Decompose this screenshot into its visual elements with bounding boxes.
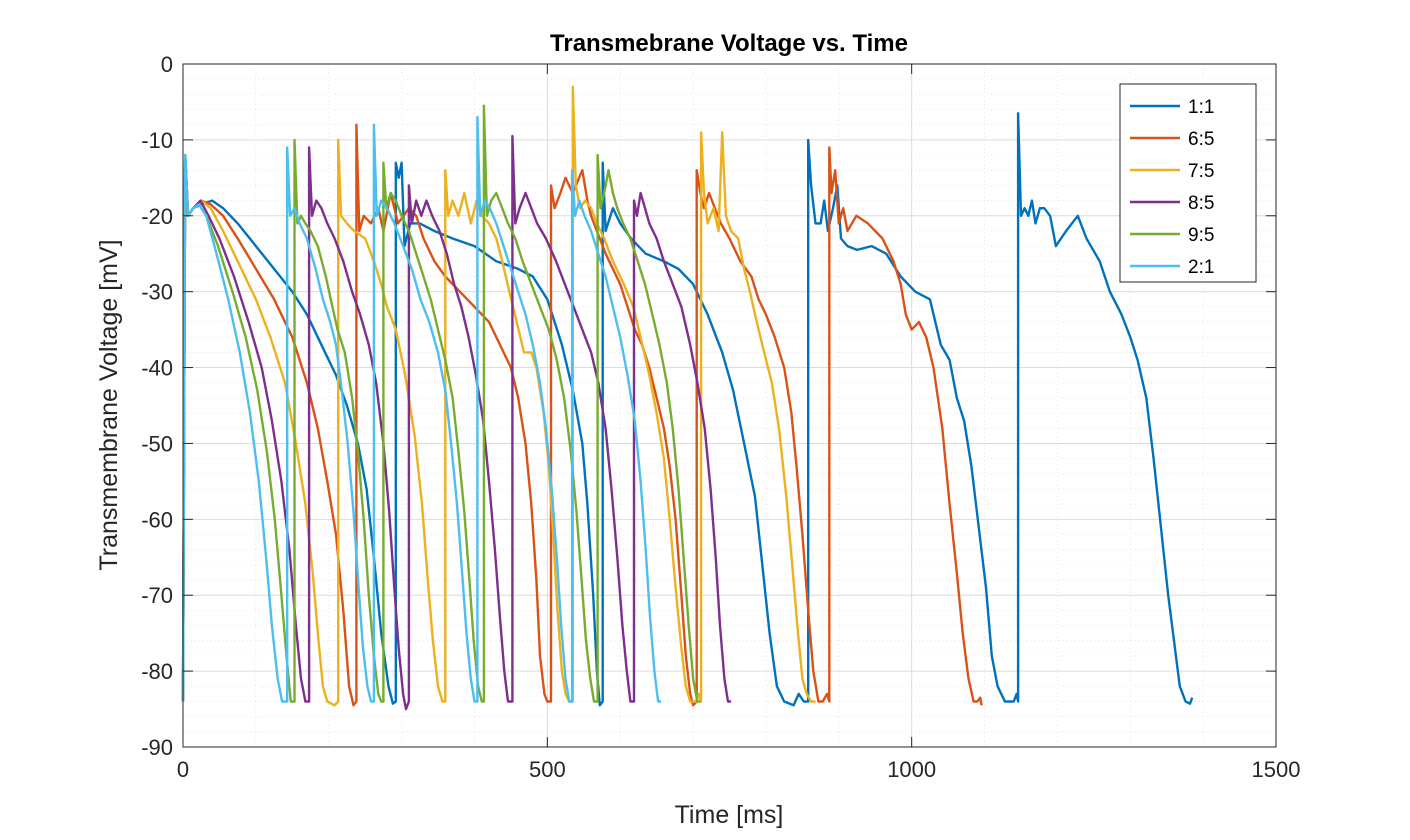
y-tick-label: -90 <box>141 735 173 760</box>
plot-area <box>183 64 1276 747</box>
legend-label-4: 8:5 <box>1188 193 1214 214</box>
y-tick-labels: 0 -10 -20 -30 -40 -50 -60 -70 -80 -90 <box>141 52 173 760</box>
legend: 1:1 6:5 7:5 8:5 9:5 2:1 <box>1119 83 1257 283</box>
y-tick-label: -70 <box>141 583 173 608</box>
legend-label-6: 2:1 <box>1188 257 1214 278</box>
x-tick-label: 0 <box>177 757 189 782</box>
x-tick-label: 1000 <box>887 757 936 782</box>
series-line-6 <box>181 115 661 703</box>
y-tick-label: -10 <box>141 128 173 153</box>
y-axis-label: Transmembrane Voltage [mV] <box>95 239 123 570</box>
y-tick-label: 0 <box>161 52 173 77</box>
legend-label-5: 9:5 <box>1188 225 1214 246</box>
series-line-1 <box>181 112 1194 707</box>
y-tick-label: -20 <box>141 204 173 229</box>
x-tick-labels: 0 500 1000 1500 <box>177 757 1301 782</box>
chart-title: Transmebrane Voltage vs. Time <box>550 30 908 57</box>
tick-marks <box>182 63 1277 748</box>
series-line-5 <box>181 104 701 703</box>
x-tick-label: 500 <box>529 757 566 782</box>
y-tick-label: -50 <box>141 431 173 456</box>
series-line-4 <box>181 134 731 711</box>
x-tick-label: 1500 <box>1252 757 1301 782</box>
plot-frame <box>182 63 1277 748</box>
legend-label-1: 1:1 <box>1188 97 1214 118</box>
x-axis-label: Time [ms] <box>675 801 784 829</box>
y-tick-label: -40 <box>141 356 173 381</box>
y-tick-label: -60 <box>141 507 173 532</box>
y-tick-label: -80 <box>141 659 173 684</box>
legend-box <box>1119 83 1257 283</box>
y-tick-label: -30 <box>141 280 173 305</box>
series-layer <box>181 85 1194 711</box>
legend-label-3: 7:5 <box>1188 161 1214 182</box>
legend-label-2: 6:5 <box>1188 129 1214 150</box>
